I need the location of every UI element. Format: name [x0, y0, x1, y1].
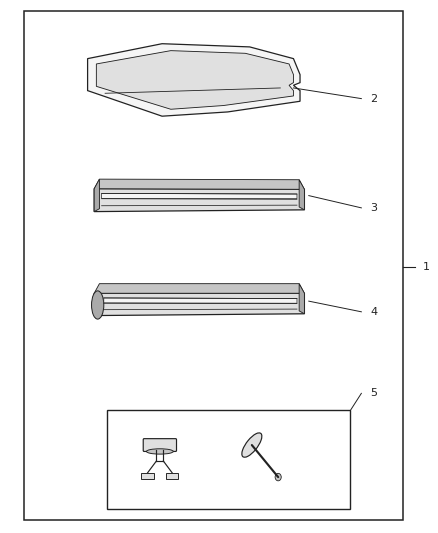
- Bar: [166, 473, 178, 479]
- Polygon shape: [94, 284, 304, 293]
- Bar: [107, 410, 350, 509]
- Bar: [141, 473, 154, 479]
- Text: 3: 3: [370, 203, 377, 213]
- Polygon shape: [96, 51, 293, 109]
- Ellipse shape: [146, 449, 173, 454]
- Polygon shape: [299, 284, 304, 314]
- Polygon shape: [104, 298, 297, 303]
- Ellipse shape: [242, 433, 262, 457]
- Polygon shape: [94, 293, 304, 316]
- Polygon shape: [94, 179, 99, 212]
- Bar: [24, 11, 403, 520]
- FancyBboxPatch shape: [143, 439, 177, 451]
- Ellipse shape: [92, 291, 104, 319]
- Polygon shape: [94, 179, 304, 189]
- Text: 4: 4: [370, 307, 377, 317]
- Polygon shape: [102, 193, 297, 199]
- Polygon shape: [94, 189, 304, 212]
- Polygon shape: [88, 44, 300, 116]
- Text: 1: 1: [423, 262, 430, 271]
- Circle shape: [275, 473, 281, 481]
- Text: 2: 2: [370, 94, 377, 103]
- Text: 5: 5: [370, 389, 377, 398]
- Polygon shape: [299, 180, 304, 210]
